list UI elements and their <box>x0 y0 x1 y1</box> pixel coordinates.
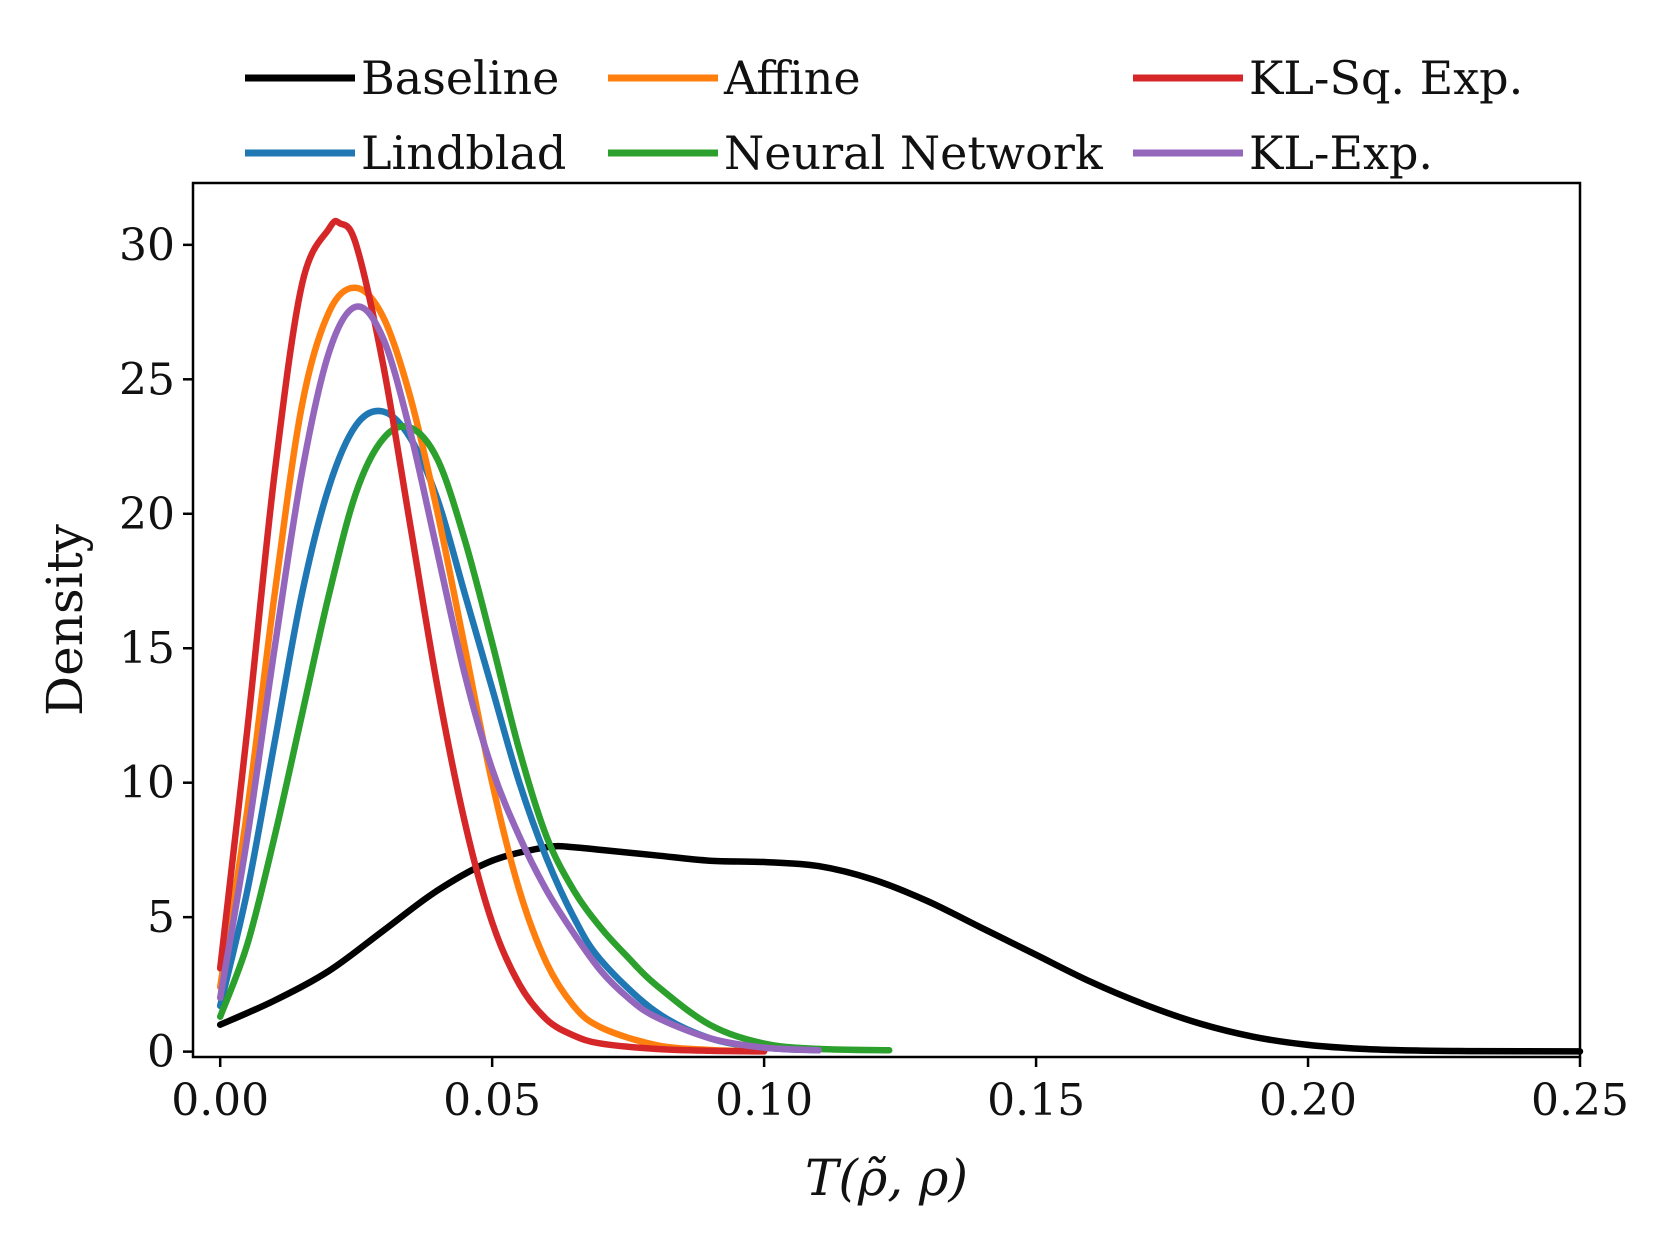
series-line-affine <box>216 284 768 1055</box>
y-tick-label: 15 <box>119 623 175 674</box>
x-tick-label: 0.20 <box>1259 1075 1357 1126</box>
x-tick-label: 0.15 <box>987 1075 1085 1126</box>
legend-label-kl-exp: KL-Exp. <box>1249 126 1433 180</box>
series-line-kl-sq-exp <box>216 217 768 1055</box>
y-axis-label: Density <box>36 523 94 716</box>
legend-label-baseline: Baseline <box>361 51 559 105</box>
x-axis: 0.00 0.05 0.10 0.15 0.20 0.25 <box>171 1057 1629 1126</box>
legend: Baseline Affine KL-Sq. Exp. Lindblad Neural … <box>245 51 1523 180</box>
series-line-lindblad <box>216 407 822 1054</box>
y-axis: 0 5 10 15 20 25 30 <box>119 220 193 1078</box>
legend-label-affine: Affine <box>723 51 861 105</box>
y-tick-label: 20 <box>119 489 175 540</box>
x-tick-label: 0.05 <box>443 1075 541 1126</box>
x-axis-label: T(ρ̃, ρ) <box>805 1149 968 1207</box>
y-tick-label: 25 <box>119 354 175 405</box>
y-tick-label: 0 <box>147 1027 175 1078</box>
legend-label-kl-sq-exp: KL-Sq. Exp. <box>1249 51 1523 105</box>
legend-label-lindblad: Lindblad <box>361 126 566 180</box>
plot-area-frame <box>191 181 1582 1059</box>
x-tick-label: 0.00 <box>171 1075 269 1126</box>
x-tick-label: 0.10 <box>715 1075 813 1126</box>
x-tick-label: 0.25 <box>1531 1075 1629 1126</box>
series-line-neural-network <box>216 423 893 1054</box>
series-line-baseline <box>216 842 1584 1055</box>
legend-label-neural-network: Neural Network <box>724 126 1104 180</box>
series-layer <box>216 217 1584 1055</box>
series-line-kl-exp <box>216 303 822 1054</box>
y-tick-label: 10 <box>119 758 175 809</box>
y-tick-label: 5 <box>147 892 175 943</box>
y-tick-label: 30 <box>119 220 175 271</box>
